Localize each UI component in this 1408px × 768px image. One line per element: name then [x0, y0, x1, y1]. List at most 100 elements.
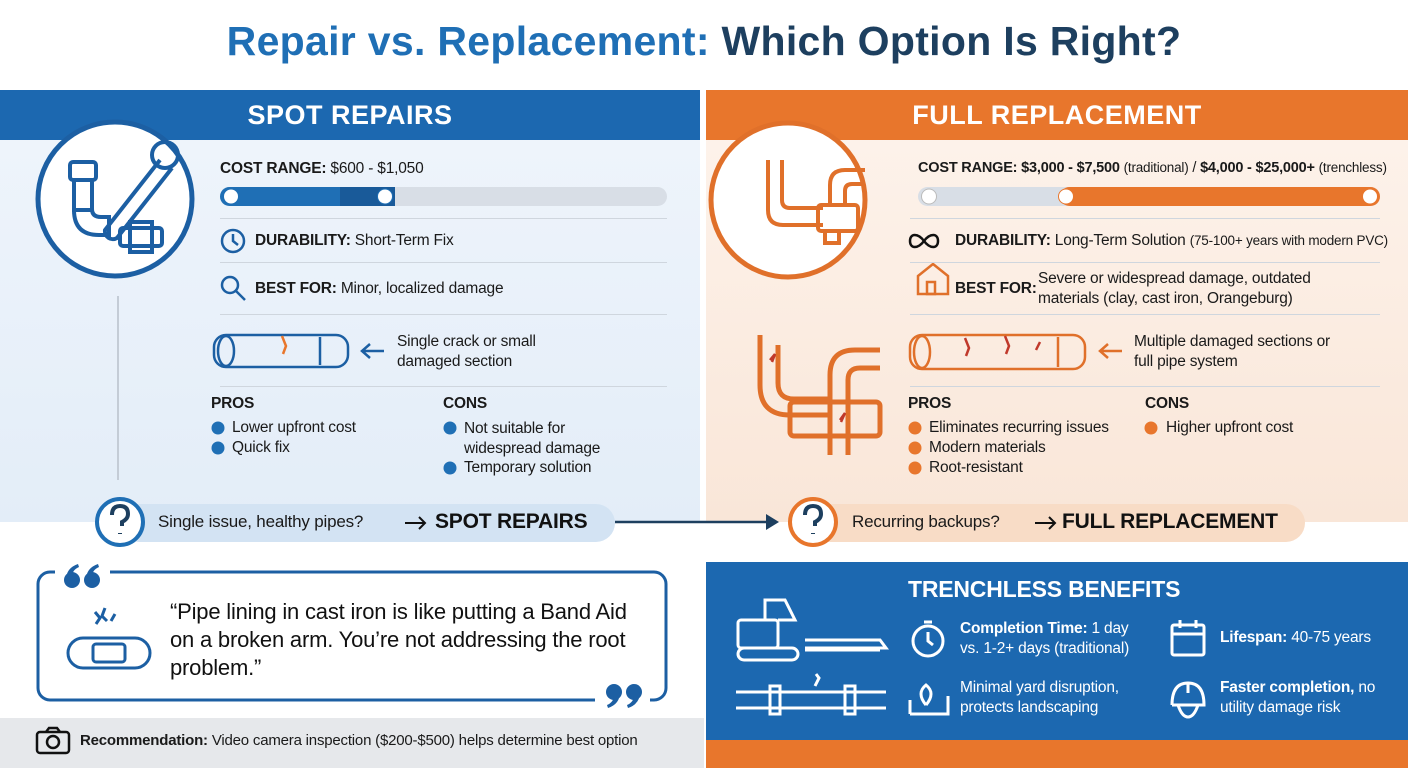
cons-heading: CONS: [443, 395, 487, 412]
note: (75-100+ years with modern PVC): [1189, 233, 1388, 248]
decision-pill: [120, 504, 615, 542]
separator: [910, 314, 1380, 315]
connector-head: [766, 514, 779, 530]
cons-heading: CONS: [1145, 395, 1189, 412]
pro-item: Root-resistant: [929, 459, 1023, 476]
value: $600 - $1,050: [330, 160, 424, 177]
decision-question: Single issue, healthy pipes?: [158, 512, 364, 531]
recommendation-bar: [0, 718, 704, 768]
value: 40-75 years: [1291, 629, 1371, 646]
label: Recommendation:: [80, 732, 208, 749]
cost-row: COST RANGE: $3,000 - $7,500 (traditional…: [918, 160, 1387, 176]
bandaid-icon: [66, 607, 152, 670]
label: COST RANGE:: [918, 160, 1018, 176]
note: (traditional): [1123, 160, 1189, 175]
durability-row: DURABILITY: Long-Term Solution (75-100+ …: [955, 232, 1388, 250]
trenchless-heading: TRENCHLESS BENEFITS: [908, 576, 1181, 602]
pro-item: Eliminates recurring issues: [929, 419, 1109, 436]
label: DURABILITY:: [955, 232, 1051, 249]
question-mark: [110, 503, 131, 534]
damage-note: Single crack or small damaged section: [397, 333, 536, 370]
title: Repair vs. Replacement: Which Option Is …: [0, 18, 1408, 65]
full-heading: FULL REPLACEMENT: [912, 100, 1202, 130]
con-item: Higher upfront cost: [1166, 419, 1294, 436]
best-label: BEST FOR:: [955, 280, 1037, 297]
camera-icon: [35, 726, 71, 755]
damage-note: Multiple damaged sections or full pipe s…: [1134, 333, 1331, 370]
separator: [910, 218, 1380, 219]
cost-bar-fill: [1060, 187, 1380, 206]
bullets: [211, 421, 1158, 475]
decision-answer: SPOT REPAIRS: [435, 510, 588, 533]
pro-item: Lower upfront cost: [232, 419, 356, 436]
trenchless-strip: [706, 740, 1408, 768]
quote-text: “Pipe lining in cast iron is like puttin…: [170, 599, 627, 680]
quote-gap: [595, 685, 650, 715]
value: Minimal yard disruption, protects landsc…: [960, 679, 1119, 716]
cost-marker: [1058, 188, 1074, 205]
label: Lifespan:: [1220, 629, 1288, 646]
decision-answer: FULL REPLACEMENT: [1062, 510, 1278, 533]
title-part: Which Option Is Right?: [721, 18, 1182, 64]
cost-marker: [377, 188, 393, 205]
value: Long-Term Solution: [1054, 232, 1186, 249]
separator: [910, 262, 1380, 263]
benefit: Faster completion, no utility damage ris…: [1220, 678, 1390, 718]
separator-text: /: [1192, 160, 1197, 176]
note: (trenchless): [1318, 160, 1387, 175]
separator: [220, 386, 667, 387]
label: Faster completion,: [1220, 679, 1355, 696]
question-mark: [803, 503, 824, 534]
pro-item: Quick fix: [232, 439, 290, 456]
cost-marker: [223, 188, 239, 205]
value: no utility damage risk: [1220, 679, 1376, 716]
best-row: BEST FOR: Minor, localized damage: [255, 280, 504, 298]
label: DURABILITY:: [255, 232, 351, 249]
separator: [910, 386, 1380, 387]
separator: [220, 262, 667, 263]
pro-item: Modern materials: [929, 439, 1046, 456]
infinity-icon: [908, 233, 940, 249]
broken-pipe-icon: [757, 335, 883, 455]
con-item: Temporary solution: [464, 459, 592, 476]
separator: [220, 218, 667, 219]
value: $3,000 - $7,500: [1021, 160, 1120, 176]
value: Short-Term Fix: [354, 232, 454, 249]
quote-gap: [55, 558, 110, 588]
label: COST RANGE:: [220, 160, 327, 177]
recommendation: Recommendation: Video camera inspection …: [80, 732, 638, 749]
benefit: Completion Time: 1 day vs. 1-2+ days (tr…: [960, 619, 1150, 659]
con-item: Not suitable for widespread damage: [464, 420, 601, 457]
quote-marks: [64, 564, 642, 708]
title-part: Repair vs. Replacement:: [226, 18, 710, 64]
value: $4,000 - $25,000+: [1200, 160, 1315, 176]
best-value: Severe or widespread damage, outdated ma…: [1038, 270, 1311, 307]
benefit: Minimal yard disruption, protects landsc…: [960, 678, 1150, 718]
spot-row-icons: [212, 228, 384, 369]
full-row-icons: [908, 262, 1122, 371]
decision-pill: [810, 504, 1305, 542]
cost-marker: [1362, 188, 1378, 205]
spot-circle-icon: [35, 119, 195, 279]
cost-marker: [921, 188, 937, 205]
value: 1 day vs. 1-2+ days (traditional): [960, 620, 1130, 657]
pros-heading: PROS: [908, 395, 952, 412]
value: Minor, localized damage: [340, 280, 504, 297]
label: BEST FOR:: [255, 280, 337, 297]
spot-heading: SPOT REPAIRS: [247, 100, 453, 130]
label: Completion Time:: [960, 620, 1088, 637]
benefit: Lifespan: 40-75 years: [1220, 629, 1371, 647]
pros-heading: PROS: [211, 395, 255, 412]
decision-question: Recurring backups?: [852, 512, 1000, 531]
quote-box: [36, 570, 668, 702]
cost-row: COST RANGE: $600 - $1,050: [220, 160, 424, 178]
full-circle-icon: [708, 120, 868, 280]
durability-row: DURABILITY: Short-Term Fix: [255, 232, 454, 250]
trenchless-icons: [736, 598, 1206, 719]
arrow: [1035, 516, 1057, 530]
arrow: [405, 516, 427, 530]
separator: [220, 314, 667, 315]
